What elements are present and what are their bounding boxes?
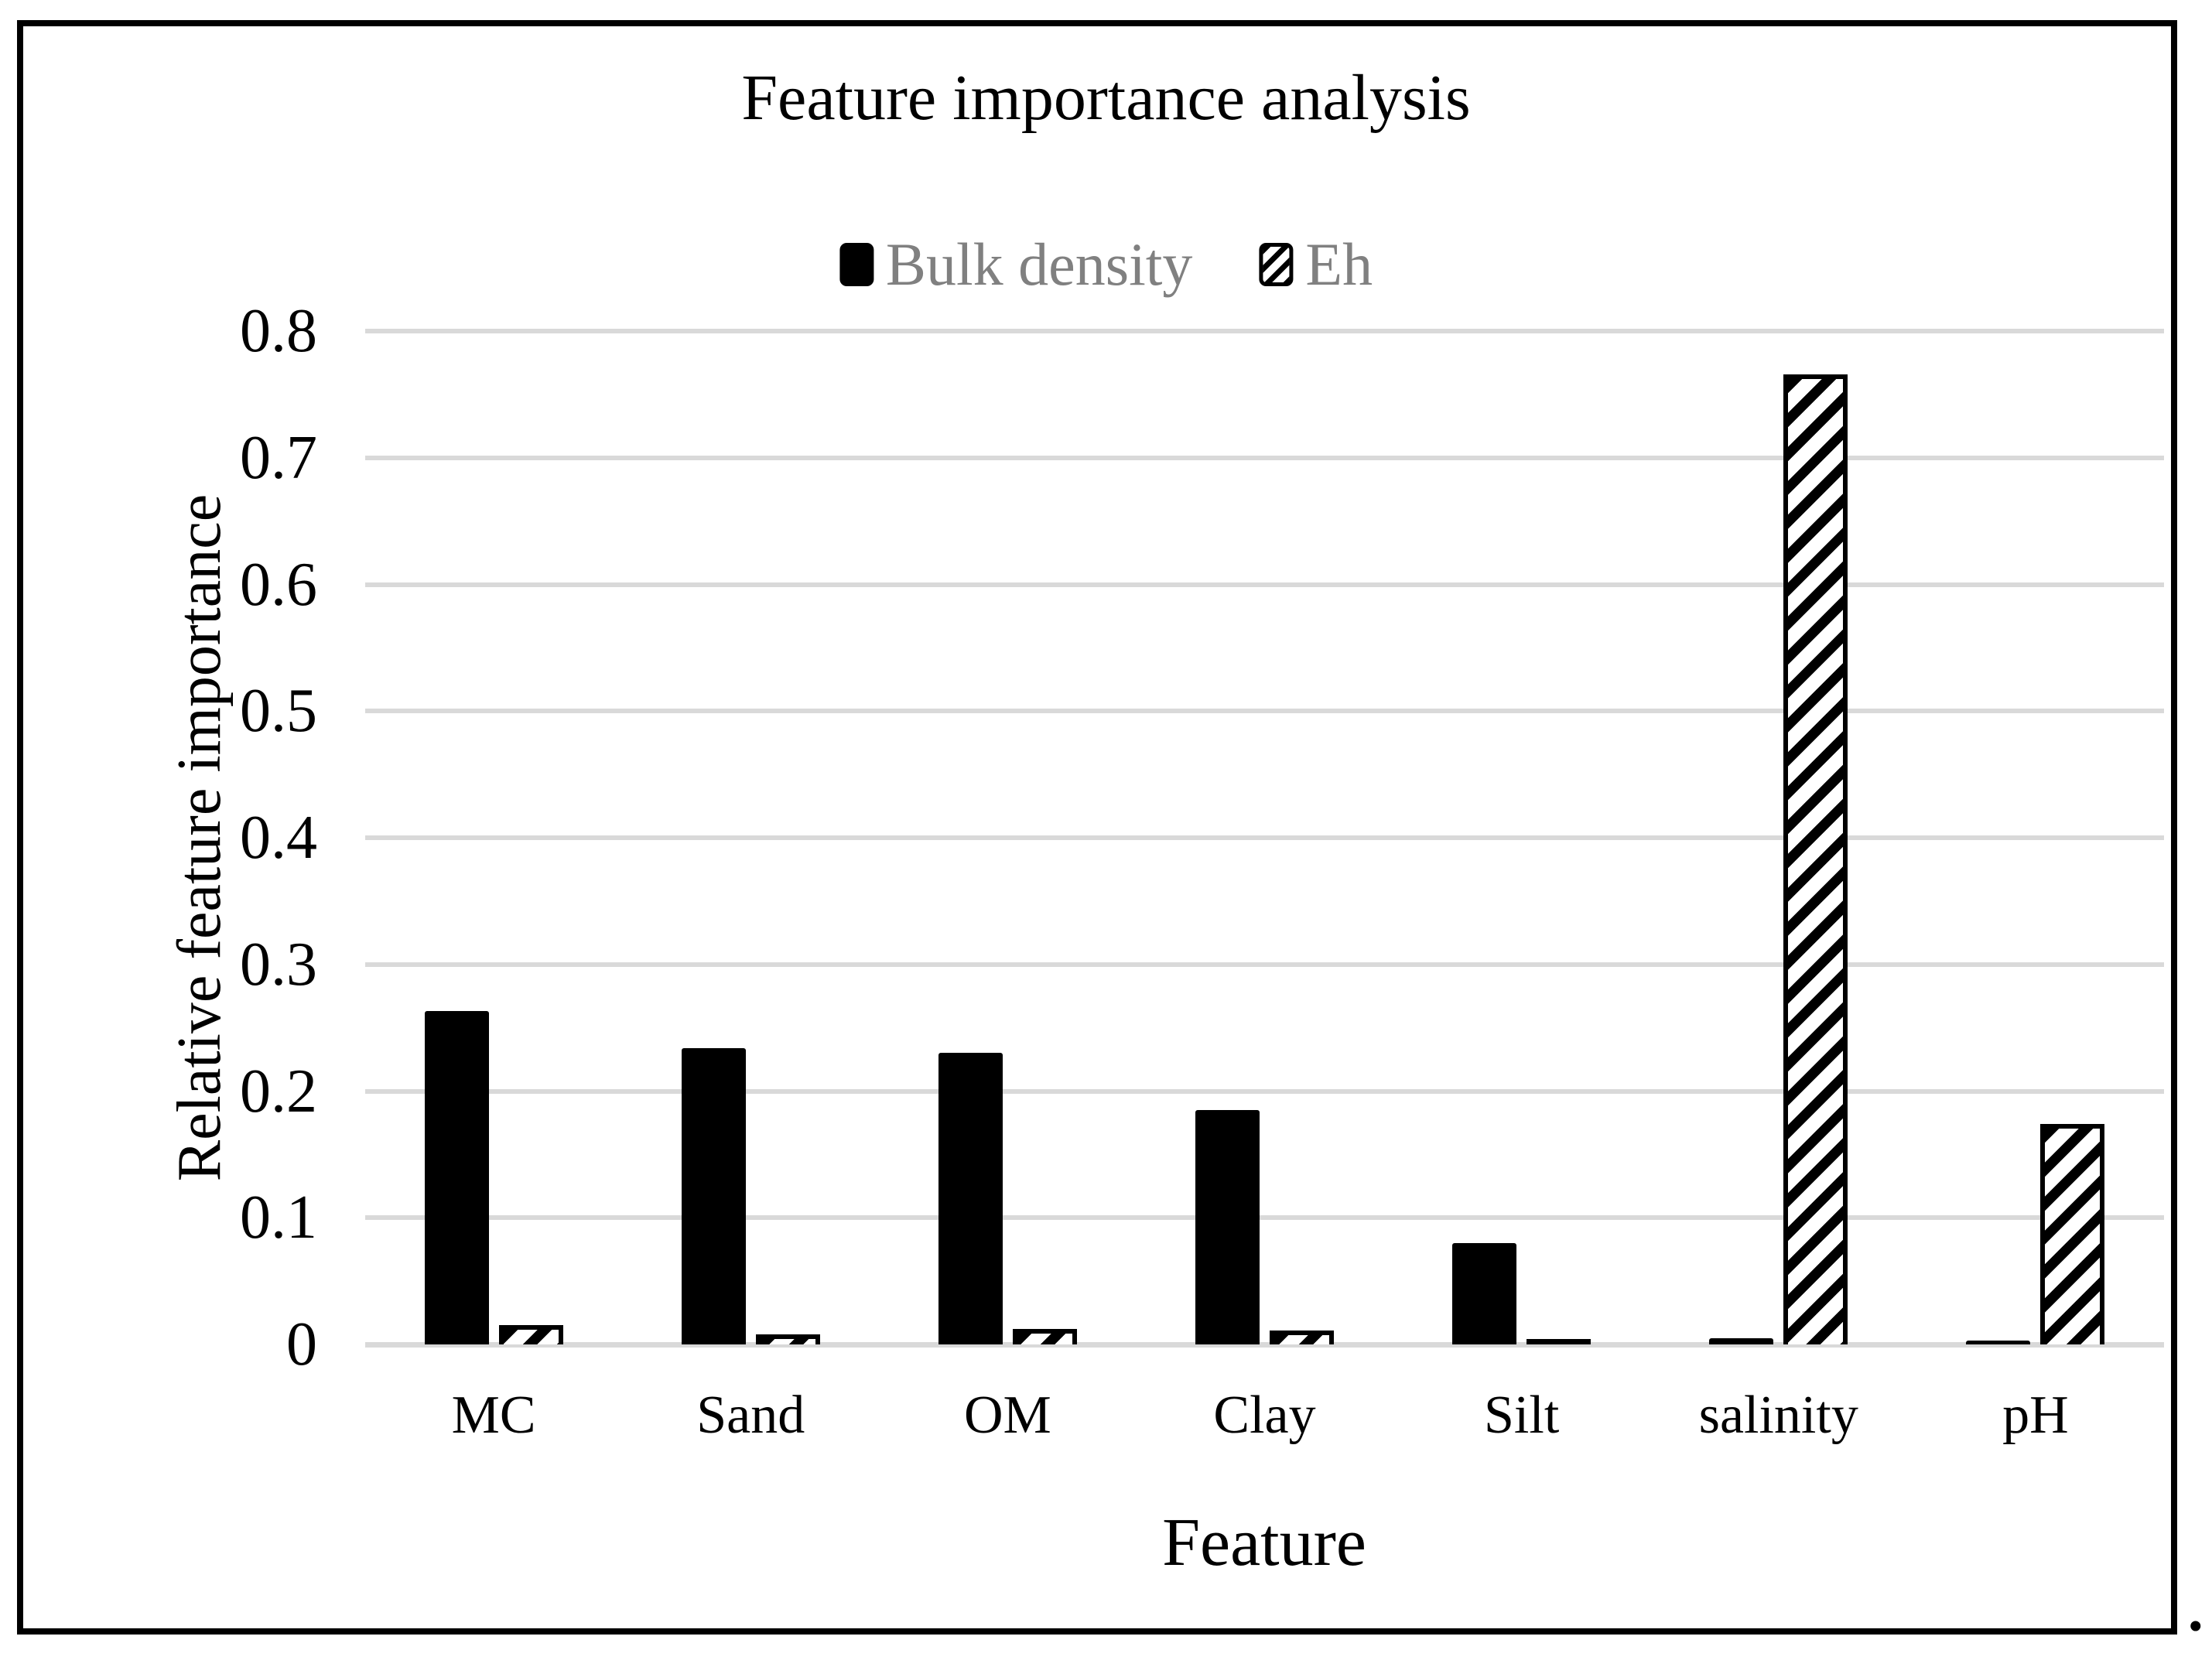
bar-eh-clay (1270, 1330, 1334, 1344)
gridline-0.4 (365, 835, 2164, 840)
bar-bulk-density-silt (1452, 1243, 1517, 1344)
x-tick-label-mc: MC (451, 1385, 536, 1445)
gridline-0 (365, 1342, 2164, 1348)
bar-bulk-density-clay (1195, 1110, 1260, 1344)
legend: Bulk density Eh (839, 226, 1373, 303)
gridline-0.6 (365, 582, 2164, 587)
legend-swatch-hatch-icon (1259, 243, 1294, 286)
gridline-0.8 (365, 329, 2164, 333)
y-tick-label-0.5: 0.5 (240, 677, 317, 746)
chart-title: Feature importance analysis (741, 62, 1471, 134)
bar-eh-sand (755, 1334, 820, 1344)
bar-bulk-density-mc (424, 1011, 489, 1344)
bar-bulk-density-sand (681, 1047, 746, 1344)
bar-bulk-density-om (938, 1053, 1003, 1344)
legend-item-eh: Eh (1259, 226, 1373, 303)
x-tick-label-clay: Clay (1213, 1385, 1316, 1445)
gridline-0.7 (365, 455, 2164, 460)
gridline-0.3 (365, 962, 2164, 967)
bar-eh-silt (1527, 1339, 1591, 1344)
legend-label-bulk-density: Bulk density (885, 231, 1193, 298)
gridline-0.1 (365, 1215, 2164, 1221)
x-tick-label-silt: Silt (1484, 1385, 1560, 1445)
trailing-period: . (2185, 1554, 2207, 1648)
x-tick-label-om: OM (963, 1385, 1051, 1445)
x-axis-title: Feature (1162, 1505, 1366, 1580)
y-tick-label-0.1: 0.1 (240, 1184, 317, 1252)
bar-eh-salinity (1783, 374, 1848, 1344)
x-tick-label-sand: Sand (696, 1385, 805, 1445)
bar-bulk-density-salinity (1709, 1337, 1774, 1344)
y-tick-label-0.8: 0.8 (240, 297, 317, 365)
y-tick-label-0.2: 0.2 (240, 1057, 317, 1126)
y-tick-label-0: 0 (286, 1310, 317, 1378)
gridline-0.2 (365, 1088, 2164, 1094)
y-tick-label-0.7: 0.7 (240, 423, 317, 492)
bar-eh-om (1012, 1329, 1077, 1344)
x-tick-label-salinity: salinity (1698, 1385, 1858, 1445)
gridline-0.5 (365, 709, 2164, 714)
x-tick-label-ph: pH (2002, 1385, 2069, 1445)
y-axis-title: Relative feature importance (166, 494, 234, 1182)
legend-item-bulk-density: Bulk density (839, 226, 1193, 303)
y-tick-label-0.4: 0.4 (240, 804, 317, 872)
legend-swatch-solid-icon (839, 243, 874, 286)
y-tick-label-0.6: 0.6 (240, 550, 317, 619)
legend-label-eh: Eh (1305, 231, 1373, 298)
y-tick-label-0.3: 0.3 (240, 930, 317, 999)
bar-eh-ph (2040, 1124, 2105, 1344)
bar-bulk-density-ph (1966, 1341, 2031, 1344)
bar-eh-mc (498, 1325, 563, 1344)
